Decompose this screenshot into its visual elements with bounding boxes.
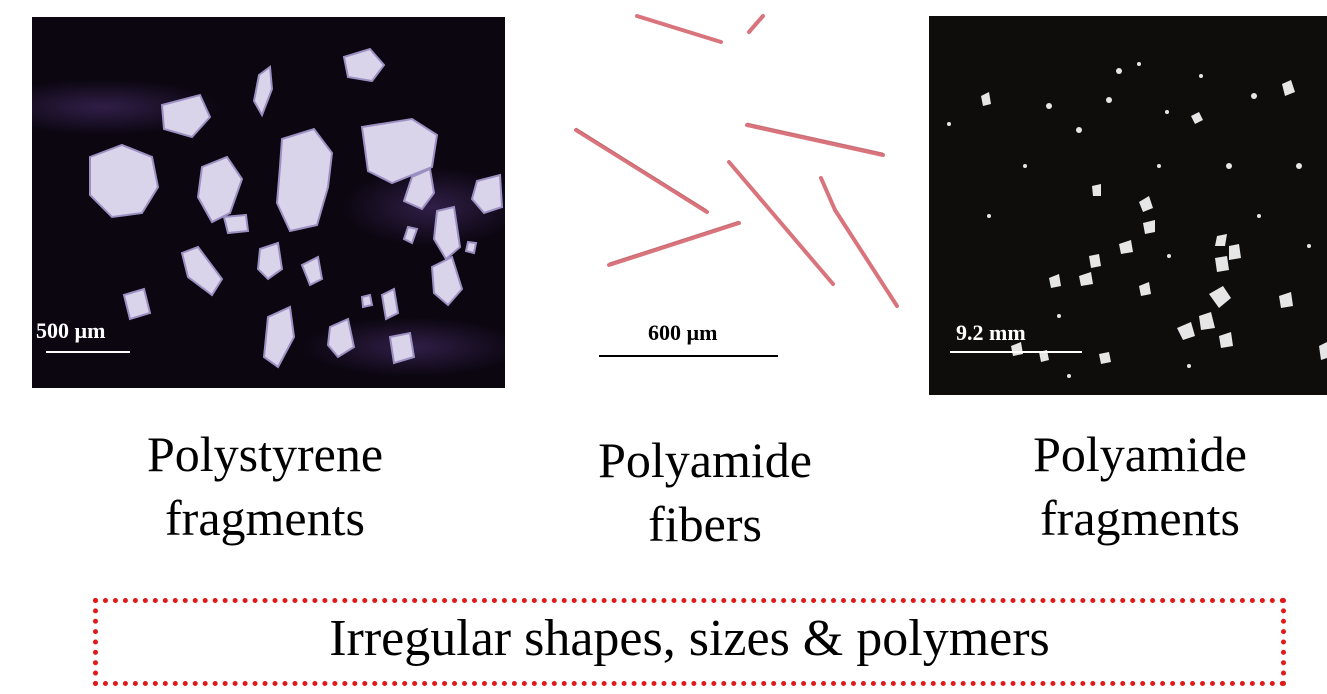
scale-label: 500 µm bbox=[36, 318, 106, 343]
caption-line: fragments bbox=[165, 490, 365, 546]
caption-polyamide-fibers: Polyamide fibers bbox=[520, 428, 890, 556]
caption-line: Polyamide bbox=[1033, 426, 1247, 482]
caption-line: Polystyrene bbox=[146, 426, 384, 482]
caption-line: Polyamide bbox=[598, 432, 812, 488]
caption-polyamide-fragments: Polyamide fragments bbox=[955, 422, 1325, 550]
summary-text: Irregular shapes, sizes & polymers bbox=[329, 610, 1050, 667]
polyamide-fibers-image bbox=[565, 12, 905, 312]
caption-line: fragments bbox=[1040, 490, 1240, 546]
scale-bar bbox=[950, 351, 1082, 353]
scale-label: 9.2 mm bbox=[956, 320, 1026, 345]
caption-line: fibers bbox=[648, 496, 762, 552]
scale-label: 600 µm bbox=[648, 320, 718, 345]
summary-box: Irregular shapes, sizes & polymers bbox=[93, 598, 1286, 686]
polystyrene-fragments-image: 500 µm bbox=[32, 17, 505, 388]
caption-polystyrene-fragments: Polystyrene fragments bbox=[80, 422, 450, 550]
scale-bar bbox=[599, 355, 778, 357]
polyamide-fragments-image: 9.2 mm bbox=[929, 16, 1327, 395]
scale-bar bbox=[46, 351, 130, 353]
